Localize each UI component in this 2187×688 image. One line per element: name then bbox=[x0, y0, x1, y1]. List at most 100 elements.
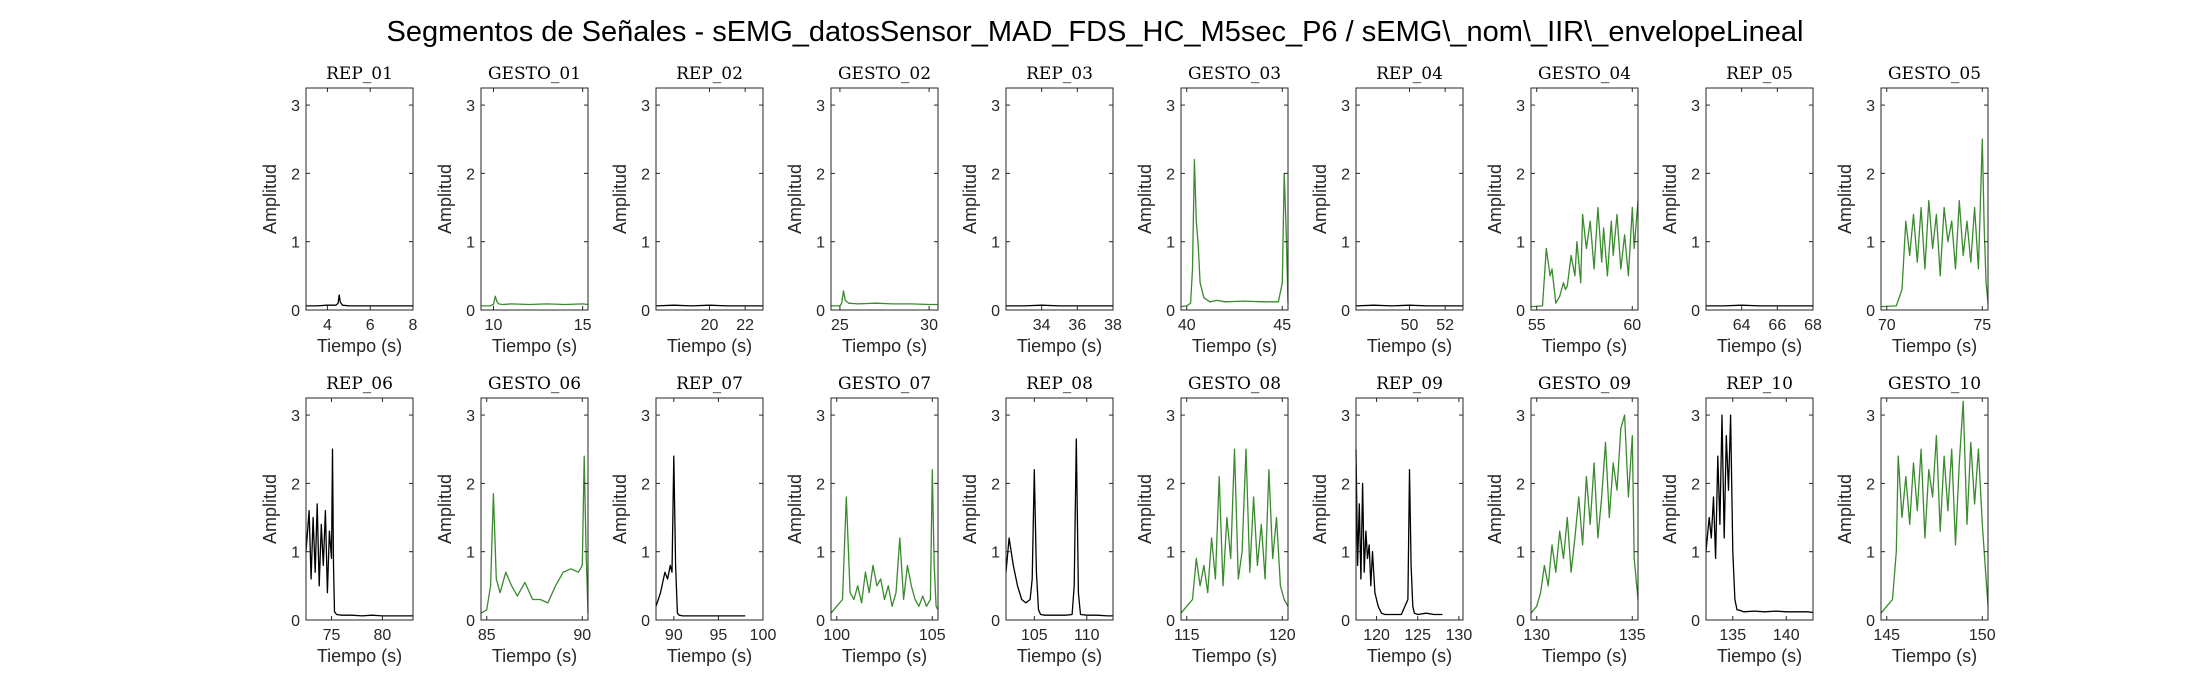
y-tick-label: 1 bbox=[1866, 235, 1875, 252]
y-tick-label: 3 bbox=[1341, 408, 1350, 425]
subplot-gesto-01: 0 1 2 3 10 15 GESTO_01 Tiempo (s) Amplitud bbox=[435, 64, 592, 356]
series-line bbox=[1005, 438, 1113, 617]
y-tick-label: 3 bbox=[466, 408, 475, 425]
y-tick-label: 1 bbox=[466, 235, 475, 252]
y-tick-label: 1 bbox=[291, 545, 300, 562]
y-tick-label: 0 bbox=[1341, 303, 1350, 320]
y-tick-label: 0 bbox=[1516, 613, 1525, 630]
x-tick-label: 95 bbox=[710, 627, 728, 644]
series-line bbox=[1180, 448, 1289, 614]
y-tick-label: 0 bbox=[1341, 613, 1350, 630]
subplot-title: GESTO_04 bbox=[1538, 64, 1631, 84]
y-tick-label: 1 bbox=[1691, 235, 1700, 252]
subplot-rep-01: 0 1 2 3 4 6 8 REP_01 Tiempo (s) Amplitud bbox=[260, 64, 418, 356]
y-tick-label: 0 bbox=[466, 303, 475, 320]
x-tick-label: 38 bbox=[1104, 317, 1122, 334]
series-line bbox=[1706, 304, 1813, 307]
x-tick-label: 75 bbox=[1973, 317, 1991, 334]
y-axis-label: Amplitud bbox=[1485, 474, 1505, 544]
y-tick-label: 1 bbox=[1691, 545, 1700, 562]
axes-box bbox=[1880, 87, 1989, 311]
series-line bbox=[1880, 138, 1989, 308]
x-tick-label: 135 bbox=[1719, 627, 1746, 644]
subplot-rep-04: 0 1 2 3 50 52 REP_04 Tiempo (s) Amplitud bbox=[1310, 64, 1464, 356]
x-axis-label: Tiempo (s) bbox=[317, 336, 402, 356]
y-tick-label: 3 bbox=[466, 98, 475, 115]
x-tick-label: 40 bbox=[1178, 317, 1196, 334]
x-tick-label: 34 bbox=[1033, 317, 1051, 334]
y-axis-label: Amplitud bbox=[1835, 474, 1855, 544]
y-axis-label: Amplitud bbox=[785, 474, 805, 544]
subplot-rep-02: 0 1 2 3 20 22 REP_02 Tiempo (s) Amplitud bbox=[610, 64, 764, 356]
y-tick-label: 0 bbox=[1866, 303, 1875, 320]
y-tick-label: 0 bbox=[1691, 613, 1700, 630]
y-axis-label: Amplitud bbox=[260, 164, 280, 234]
axes-box bbox=[1180, 397, 1289, 621]
axes-box bbox=[830, 87, 939, 311]
y-tick-label: 3 bbox=[1516, 408, 1525, 425]
y-tick-label: 2 bbox=[1866, 166, 1875, 183]
y-tick-label: 0 bbox=[1516, 303, 1525, 320]
y-axis-label: Amplitud bbox=[1835, 164, 1855, 234]
x-tick-label: 125 bbox=[1404, 627, 1431, 644]
subplot-title: REP_01 bbox=[326, 64, 393, 84]
x-axis-label: Tiempo (s) bbox=[1192, 646, 1277, 666]
axes-box bbox=[655, 397, 764, 621]
subplot-title: GESTO_02 bbox=[838, 64, 931, 84]
y-tick-label: 0 bbox=[816, 613, 825, 630]
y-tick-label: 3 bbox=[991, 98, 1000, 115]
y-tick-label: 3 bbox=[641, 98, 650, 115]
subplot-gesto-05: 0 1 2 3 70 75 GESTO_05 Tiempo (s) Amplitud bbox=[1835, 64, 1991, 356]
y-tick-label: 0 bbox=[641, 303, 650, 320]
y-tick-label: 3 bbox=[1341, 98, 1350, 115]
subplot-title: GESTO_09 bbox=[1538, 374, 1631, 394]
y-tick-label: 1 bbox=[1341, 235, 1350, 252]
y-axis-label: Amplitud bbox=[435, 164, 455, 234]
y-tick-label: 0 bbox=[291, 303, 300, 320]
subplot-rep-09: 0 1 2 3 120 125 130 REP_09 Tiempo (s) Amplitud bbox=[1310, 374, 1472, 666]
y-tick-label: 2 bbox=[641, 476, 650, 493]
subplot-gesto-10: 0 1 2 3 145 150 GESTO_10 Tiempo (s) Amplitud bbox=[1835, 374, 1996, 666]
y-tick-label: 2 bbox=[291, 166, 300, 183]
x-axis-label: Tiempo (s) bbox=[667, 646, 752, 666]
subplot-rep-08: 0 1 2 3 105 110 REP_08 Tiempo (s) Amplitud bbox=[960, 374, 1114, 666]
y-tick-label: 2 bbox=[1691, 166, 1700, 183]
series-line bbox=[480, 455, 589, 614]
axes-box bbox=[1705, 397, 1814, 621]
x-tick-label: 105 bbox=[1021, 627, 1048, 644]
series-line bbox=[1180, 159, 1289, 308]
y-tick-label: 0 bbox=[816, 303, 825, 320]
subplot-title: GESTO_10 bbox=[1888, 374, 1981, 394]
y-tick-label: 2 bbox=[466, 476, 475, 493]
x-axis-label: Tiempo (s) bbox=[1017, 646, 1102, 666]
y-tick-label: 2 bbox=[1166, 476, 1175, 493]
y-tick-label: 0 bbox=[991, 613, 1000, 630]
series-line bbox=[1355, 449, 1443, 616]
x-tick-label: 68 bbox=[1804, 317, 1822, 334]
x-tick-label: 36 bbox=[1068, 317, 1086, 334]
y-tick-label: 0 bbox=[466, 613, 475, 630]
y-tick-label: 1 bbox=[1341, 545, 1350, 562]
y-tick-label: 3 bbox=[1166, 408, 1175, 425]
series-line bbox=[1530, 414, 1639, 614]
axes-box bbox=[480, 87, 589, 311]
x-tick-label: 100 bbox=[750, 627, 777, 644]
y-tick-label: 3 bbox=[291, 408, 300, 425]
x-tick-label: 15 bbox=[574, 317, 592, 334]
subplot-gesto-03: 0 1 2 3 40 45 GESTO_03 Tiempo (s) Amplitud bbox=[1135, 64, 1291, 356]
y-tick-label: 2 bbox=[291, 476, 300, 493]
x-tick-label: 145 bbox=[1873, 627, 1900, 644]
subplot-title: REP_10 bbox=[1726, 374, 1793, 394]
x-axis-label: Tiempo (s) bbox=[1717, 646, 1802, 666]
y-axis-label: Amplitud bbox=[1135, 164, 1155, 234]
subplot-title: REP_09 bbox=[1376, 374, 1443, 394]
series-line bbox=[481, 295, 589, 307]
y-tick-label: 3 bbox=[1166, 98, 1175, 115]
axes-box bbox=[480, 397, 589, 621]
y-axis-label: Amplitud bbox=[610, 474, 630, 544]
axes-box bbox=[305, 397, 414, 621]
x-tick-label: 75 bbox=[323, 627, 341, 644]
axes-box bbox=[1530, 397, 1639, 621]
subplot-grid: 0 1 2 34 6 8 REP_01 Tiempo (s) Amplitud 0 1 2 3 1 0 15 G… bbox=[260, 64, 1996, 666]
series-line bbox=[306, 294, 413, 307]
